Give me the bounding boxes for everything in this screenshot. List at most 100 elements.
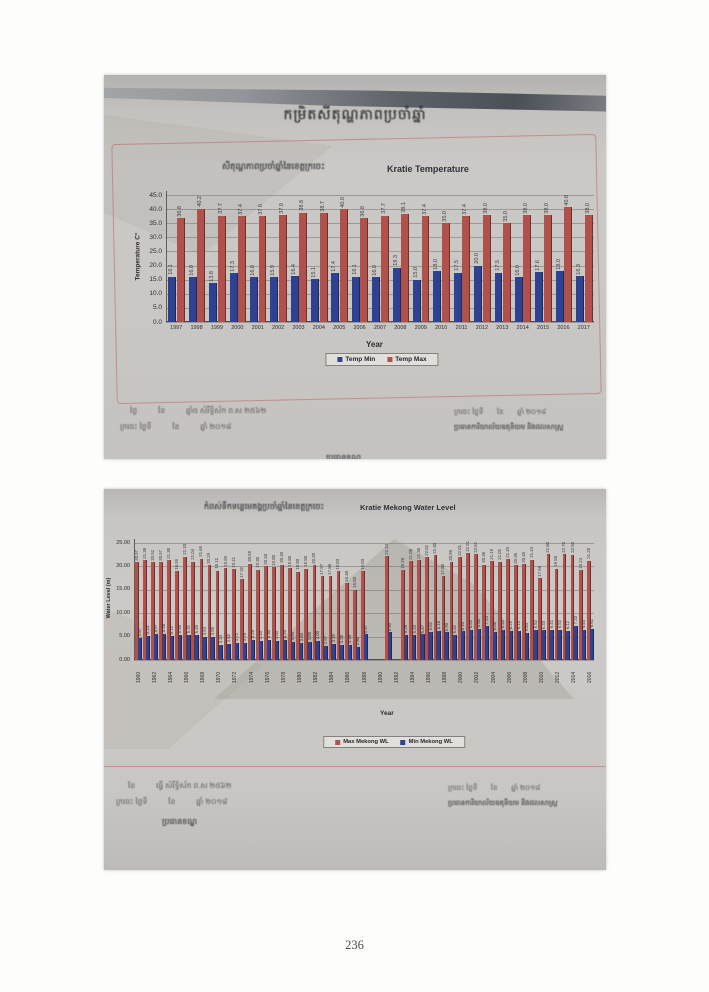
x-tick-label: 2016 [587, 671, 594, 683]
gridline [166, 251, 594, 253]
bar-value-label: 4.67 [137, 628, 143, 637]
bar-value-label: 20.45 [521, 552, 527, 563]
bar-value-label: 3.70 [242, 632, 248, 642]
bar [401, 214, 410, 322]
bar-value-label: 5.47 [419, 624, 425, 633]
bar [541, 630, 546, 660]
bar-value-label: 20.36 [480, 552, 486, 564]
bar [514, 276, 523, 322]
bar-value-label: 6.08 [492, 621, 498, 631]
footer-place-date-line: ក្រចេះ ថ្ងៃទី ខែ ឆ្នាំ ២០១៨ [120, 422, 232, 431]
bar-value-label: 22.40 [432, 542, 438, 554]
bar [194, 634, 199, 660]
x-tick-label: 2017 [577, 325, 590, 331]
legend-item: Temp Max [387, 356, 427, 363]
bar-value-label: 5.12 [169, 626, 175, 635]
bar-value-label: 37.7 [217, 203, 224, 215]
bar-value-label: 4.26 [250, 630, 256, 639]
x-tick-label: 2003 [292, 325, 305, 331]
y-tick-label: 5.0 [152, 304, 162, 312]
bar-value-label: 17.3 [229, 260, 236, 272]
bar-value-label: 6.41 [548, 620, 554, 629]
bar [441, 223, 450, 322]
x-tick-label: 2016 [557, 325, 570, 331]
bar-value-label: 19.60 [287, 556, 293, 567]
bar [417, 560, 422, 660]
bar-value-label: 21.08 [408, 549, 414, 560]
bar [299, 212, 308, 322]
bar-value-label: 22.70 [561, 541, 567, 553]
x-tick-label: 1972 [232, 671, 239, 683]
x-tick-label: 1978 [280, 671, 287, 683]
x-tick-label: 1960 [135, 671, 142, 683]
bar-value-label: 7.24 [484, 616, 490, 625]
footer-signature-title: ប្រធានការិយាល័យឧតុនិយម និងជលសាស្ត្រ [454, 424, 564, 431]
bar [191, 561, 196, 660]
bar-value-label: 3.24 [217, 634, 223, 644]
bar [159, 561, 163, 660]
bar [290, 275, 299, 322]
bar-value-label: 5.90 [443, 622, 449, 631]
bar-value-label: 22.60 [545, 541, 551, 553]
bar-value-label: 21.04 [190, 549, 196, 561]
bar-value-label: 3.52 [225, 633, 231, 643]
bar-value-label: 5.57 [153, 624, 159, 633]
bar-value-label: 21.49 [504, 547, 510, 558]
x-tick-label: 1992 [393, 671, 400, 683]
footer-left-block: ថ្ងៃ ខែ ឆ្នាំច សំរឹទ្ធិស័ក ព.ស ២៥៦២ ក្រច… [120, 406, 266, 433]
x-tick-label: 2008 [394, 325, 407, 331]
bar-value-label: 36.8 [176, 205, 183, 217]
bar [425, 556, 430, 660]
x-tick-label: 2000 [231, 325, 244, 331]
bar [525, 632, 530, 660]
bar-value-label: 19.80 [270, 555, 276, 566]
bar [474, 265, 483, 322]
footer-place-date-line: ក្រចេះ ថ្ងៃទី ខែ ឆ្នាំ ២០១៨ [116, 797, 228, 806]
bar-value-label: 6.02 [427, 621, 433, 631]
bar [574, 625, 578, 660]
footer-right-block: ក្រចេះ ថ្ងៃទី ខែ ឆ្នាំ ២០១៨ ប្រធានការិយា… [454, 408, 604, 433]
bar [207, 565, 212, 660]
bar-value-label: 2.80 [355, 637, 361, 646]
bar [465, 552, 470, 660]
bar [275, 641, 280, 660]
bar-value-label: 6.40 [500, 620, 506, 629]
bar [138, 638, 143, 660]
bar [433, 271, 442, 322]
bar-value-label: 18.0 [555, 258, 562, 270]
bar [562, 553, 567, 660]
bar [168, 276, 177, 322]
bar [514, 564, 518, 660]
bar-value-label: 4.94 [201, 627, 207, 636]
bar [134, 561, 139, 660]
bar [210, 636, 215, 660]
bar-value-label: 37.4 [238, 204, 245, 215]
bar [256, 569, 260, 660]
bar [433, 555, 438, 660]
x-tick-label: 1990 [377, 671, 384, 683]
bar [331, 272, 340, 322]
bar [564, 206, 573, 322]
bar [249, 276, 258, 322]
bar-value-label: 38.0 [584, 202, 591, 214]
bar [344, 582, 349, 660]
legend-item: Temp Min [337, 356, 375, 363]
bar-value-label: 20.20 [311, 553, 317, 564]
bar [535, 272, 544, 322]
bar [498, 561, 502, 660]
page-title-khmer: កម្រិតសីតុណ្ហភាពប្រចាំឆ្នាំ [283, 106, 427, 122]
bar [364, 634, 369, 660]
bar-value-label: 21.69 [198, 546, 204, 557]
bar-value-label: 3.39 [330, 634, 336, 643]
bar [503, 223, 512, 322]
bar-value-label: 17.88 [440, 564, 446, 575]
bar [522, 564, 527, 660]
form-red-rule [104, 766, 606, 767]
bar-value-label: 20.10 [262, 553, 268, 565]
x-tick-label: 1976 [264, 671, 271, 683]
bar [380, 215, 389, 322]
bar-value-label: 19.03 [335, 558, 341, 570]
footer-cropped-line: ប្រធានខណ្ឌ [326, 453, 361, 459]
bar-value-label: 20.40 [279, 552, 284, 564]
bar-value-label: 4.95 [209, 626, 215, 636]
